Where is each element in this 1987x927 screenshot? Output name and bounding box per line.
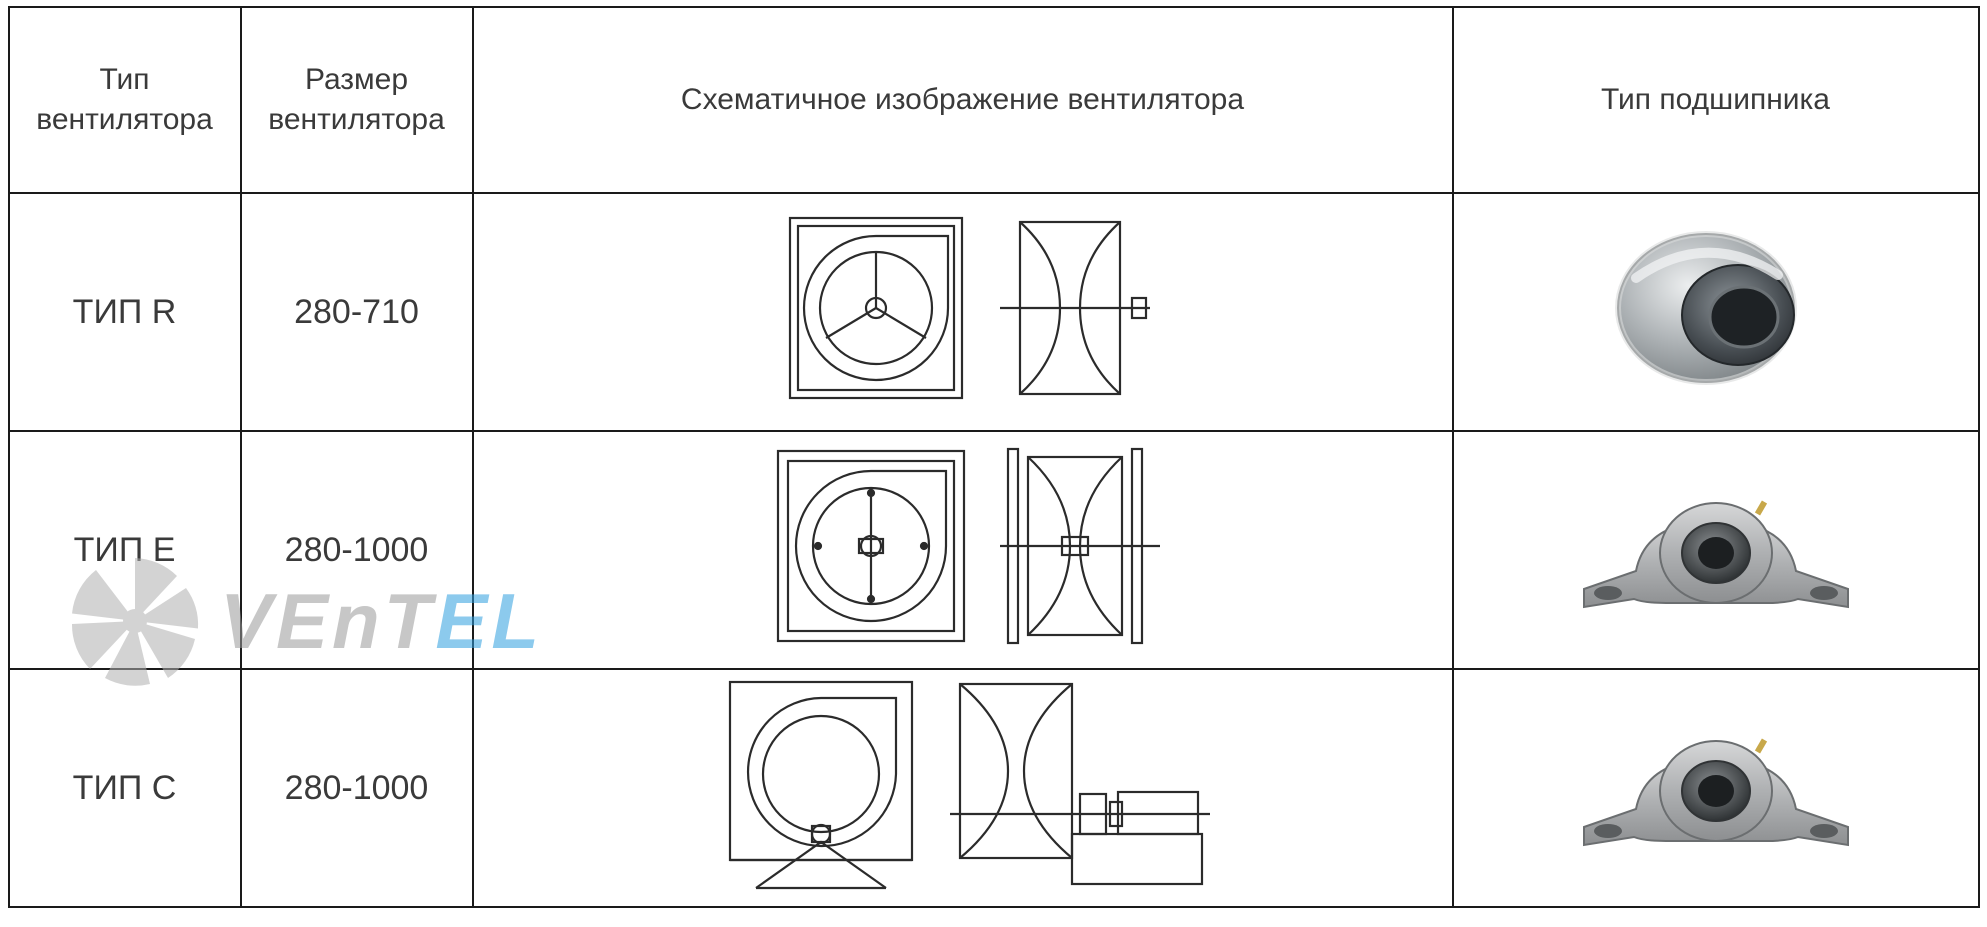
table-header-row: Типвентилятора Размервентилятора Схемати… [9,7,1979,193]
table-row: ТИП C 280-1000 [9,669,1979,907]
fan-c-side-icon [950,674,1210,903]
fan-type-label: ТИП R [73,293,177,331]
cell-schematic [473,431,1453,669]
fan-e-front-icon [766,441,976,660]
header-label: Тип подшипника [1601,83,1830,116]
cell-fan-size: 280-710 [241,193,473,431]
fan-type-label: ТИП E [74,531,176,569]
fan-size-label: 280-710 [294,293,419,331]
fan-c-front-icon [716,674,926,903]
col-header-fan-size: Размервентилятора [241,7,473,193]
cell-schematic [473,193,1453,431]
header-label: Размервентилятора [268,63,445,137]
pillow-block-bearing-icon [1566,829,1866,867]
col-header-fan-type: Типвентилятора [9,7,241,193]
pillow-block-bearing-icon [1566,591,1866,629]
cell-schematic [473,669,1453,907]
fan-r-side-icon [1000,208,1150,417]
fan-size-label: 280-1000 [285,769,429,807]
fan-e-side-icon [1000,441,1160,660]
cell-bearing [1453,431,1979,669]
cell-fan-type: ТИП C [9,669,241,907]
cell-fan-type: ТИП E [9,431,241,669]
fan-r-front-icon [776,208,976,417]
fan-type-label: ТИП C [73,769,177,807]
header-label: Схематичное изображение вентилятора [681,83,1244,116]
table-row: ТИП R 280-710 [9,193,1979,431]
fan-types-table: Типвентилятора Размервентилятора Схемати… [8,6,1980,908]
cell-fan-type: ТИП R [9,193,241,431]
fan-size-label: 280-1000 [285,531,429,569]
col-header-schematic: Схематичное изображение вентилятора [473,7,1453,193]
table-row: ТИП E 280-1000 [9,431,1979,669]
cell-bearing [1453,669,1979,907]
cell-fan-size: 280-1000 [241,431,473,669]
cell-bearing [1453,193,1979,431]
insert-bearing-icon [1606,363,1826,401]
cell-fan-size: 280-1000 [241,669,473,907]
col-header-bearing: Тип подшипника [1453,7,1979,193]
header-label: Типвентилятора [36,63,213,137]
